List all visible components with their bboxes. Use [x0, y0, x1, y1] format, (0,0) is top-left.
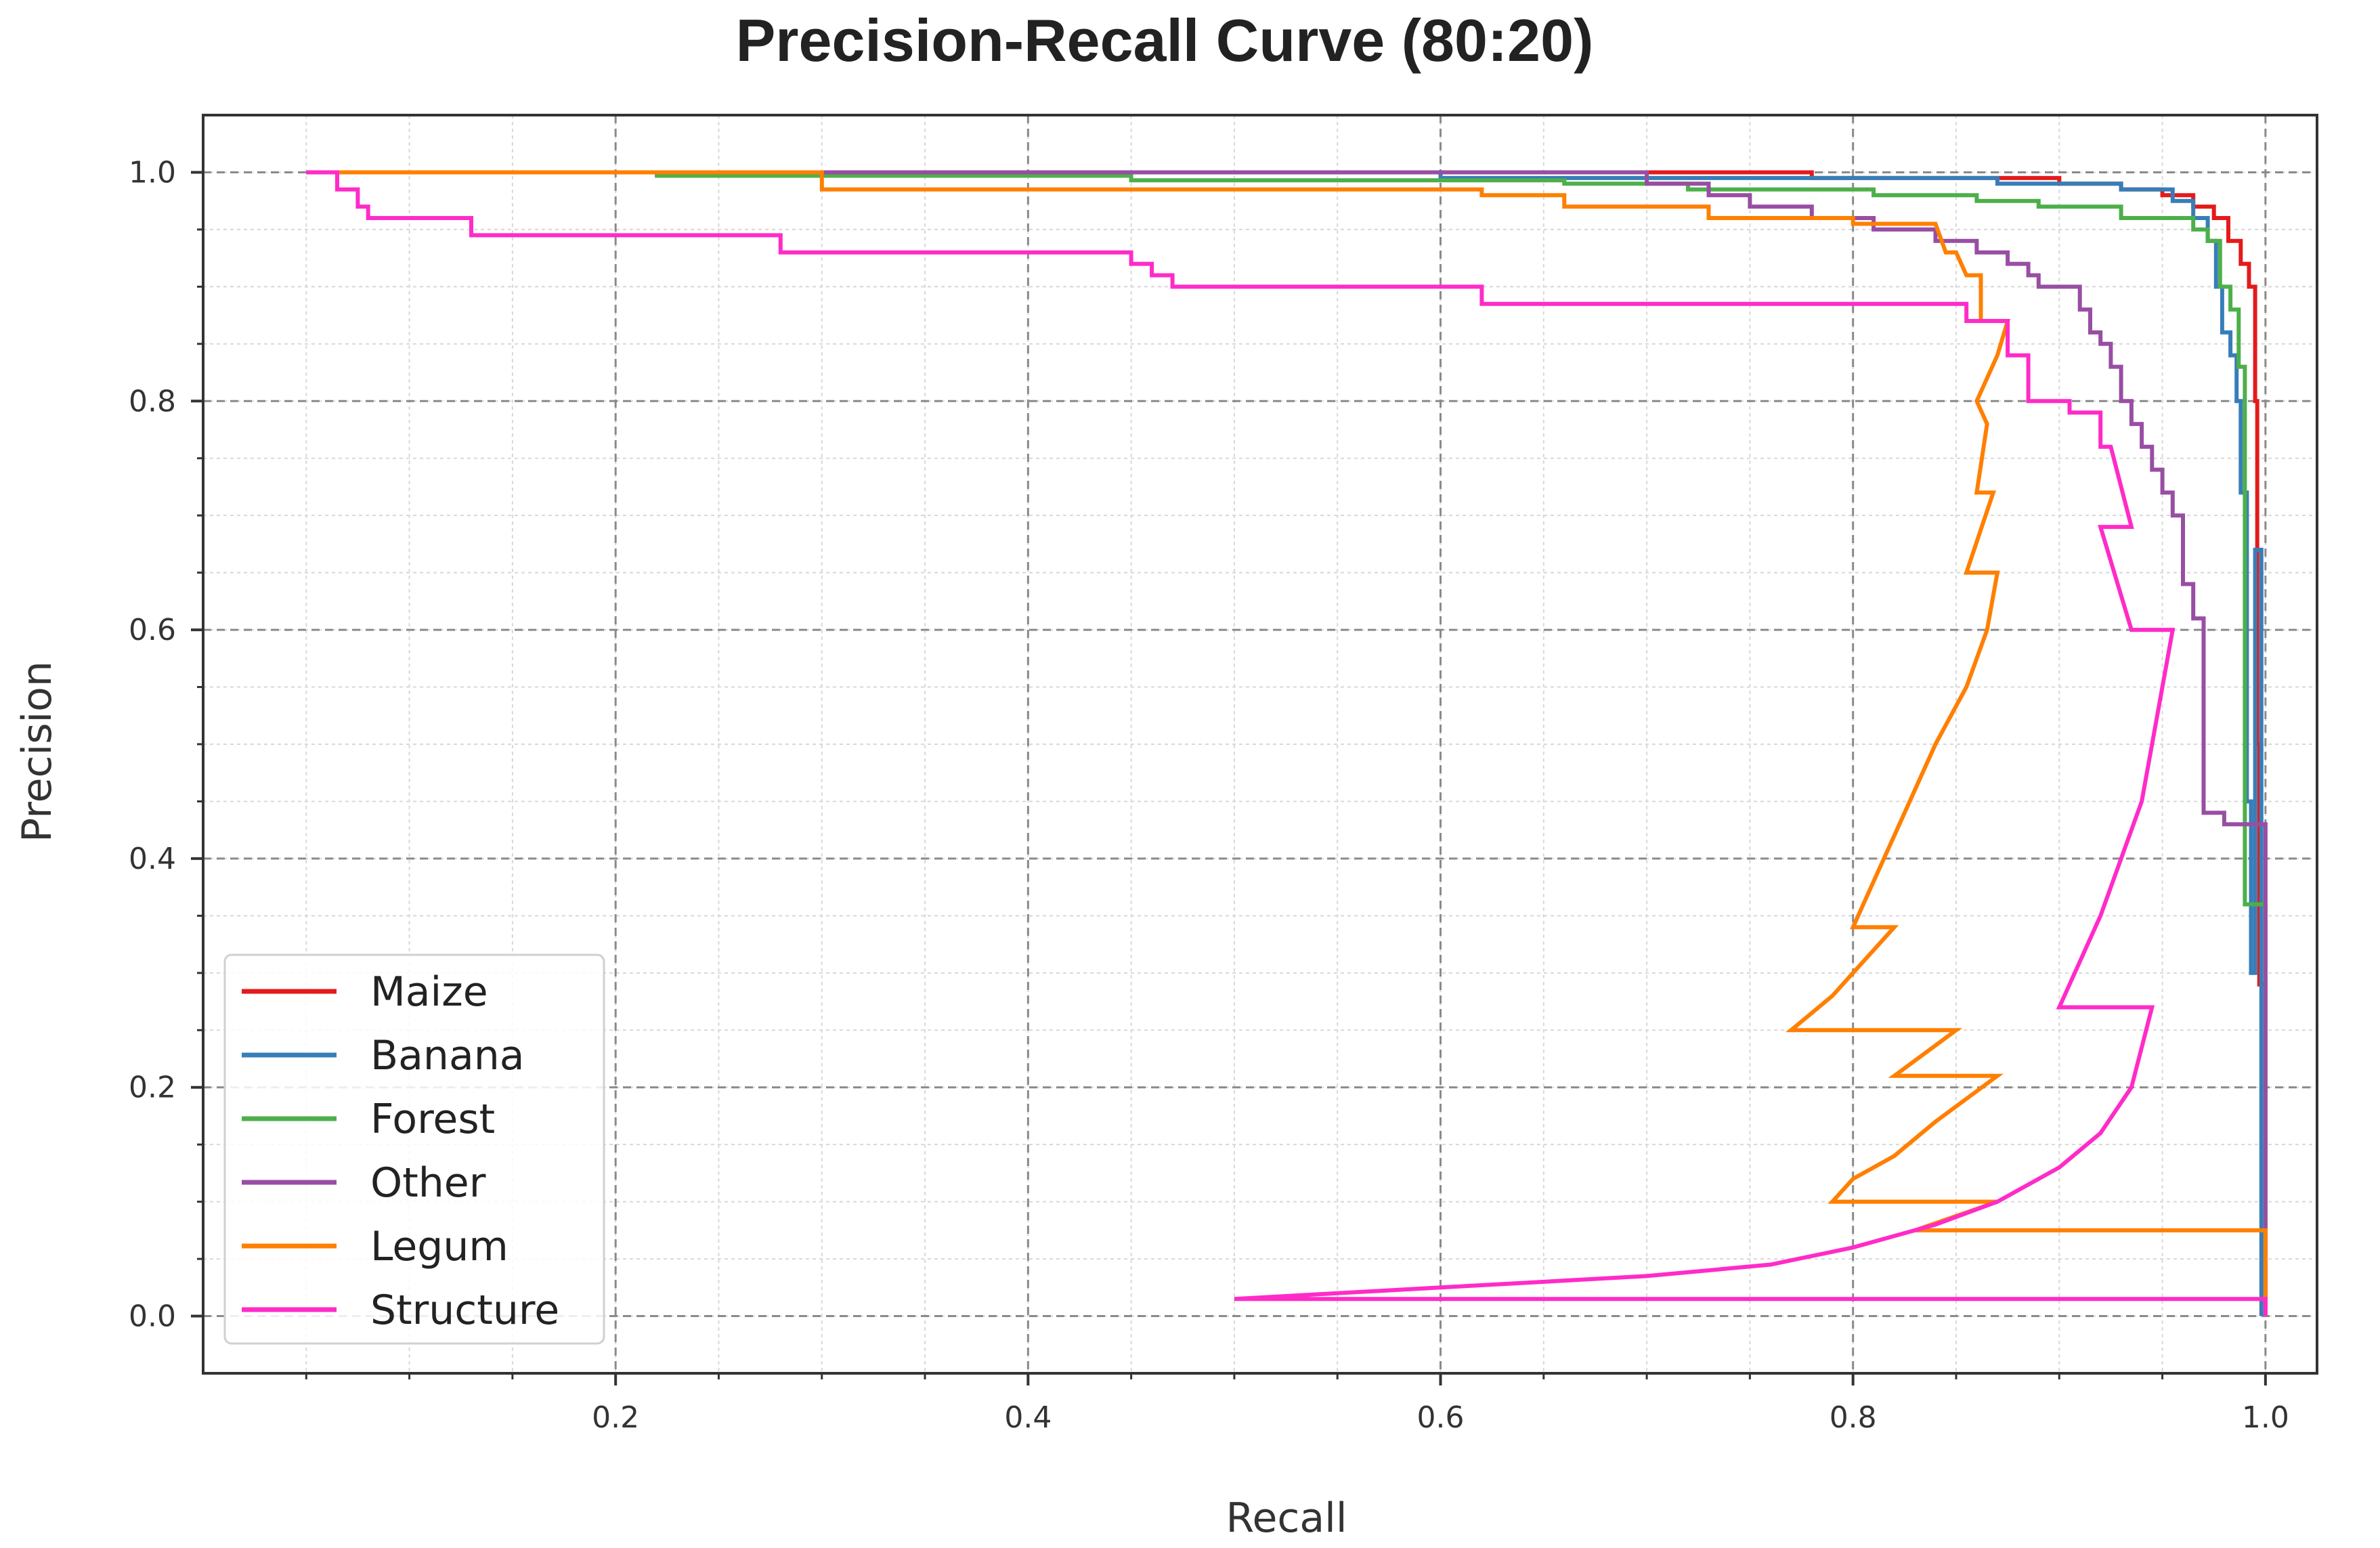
- chart-title: Precision-Recall Curve (80:20): [736, 7, 1594, 74]
- series-line-forest: [306, 170, 2268, 1316]
- y-axis-ticks: 0.0 0.2 0.4 0.6 0.8 1.0: [129, 155, 203, 1334]
- y-tick-label: 0.2: [129, 1071, 176, 1105]
- x-tick-label: 0.4: [1004, 1400, 1052, 1435]
- x-axis-label: Recall: [1226, 1495, 1347, 1542]
- series-layer: [306, 170, 2268, 1316]
- series-line-structure: [306, 170, 2268, 1316]
- x-axis-ticks: 0.2 0.4 0.6 0.8 1.0: [305, 1373, 2289, 1435]
- legend-label-structure: Structure: [370, 1287, 559, 1334]
- y-axis-label: Precision: [14, 661, 61, 842]
- legend-label-legum: Legum: [370, 1223, 509, 1270]
- y-tick-label: 0.6: [129, 613, 176, 647]
- legend-label-maize: Maize: [370, 968, 488, 1016]
- legend-label-forest: Forest: [370, 1096, 495, 1143]
- x-tick-label: 0.8: [1830, 1400, 1877, 1435]
- legend-label-banana: Banana: [370, 1032, 525, 1079]
- x-tick-label: 0.2: [592, 1400, 639, 1435]
- y-tick-label: 1.0: [129, 155, 176, 190]
- legend-label-other: Other: [370, 1159, 486, 1207]
- y-tick-label: 0.8: [129, 384, 176, 418]
- x-tick-label: 1.0: [2242, 1400, 2289, 1435]
- y-tick-label: 0.4: [129, 842, 176, 876]
- y-tick-label: 0.0: [129, 1299, 176, 1334]
- legend: Maize Banana Forest Other Legum Structure: [223, 953, 605, 1345]
- x-tick-label: 0.6: [1417, 1400, 1465, 1435]
- series-line-legum: [306, 170, 2268, 1316]
